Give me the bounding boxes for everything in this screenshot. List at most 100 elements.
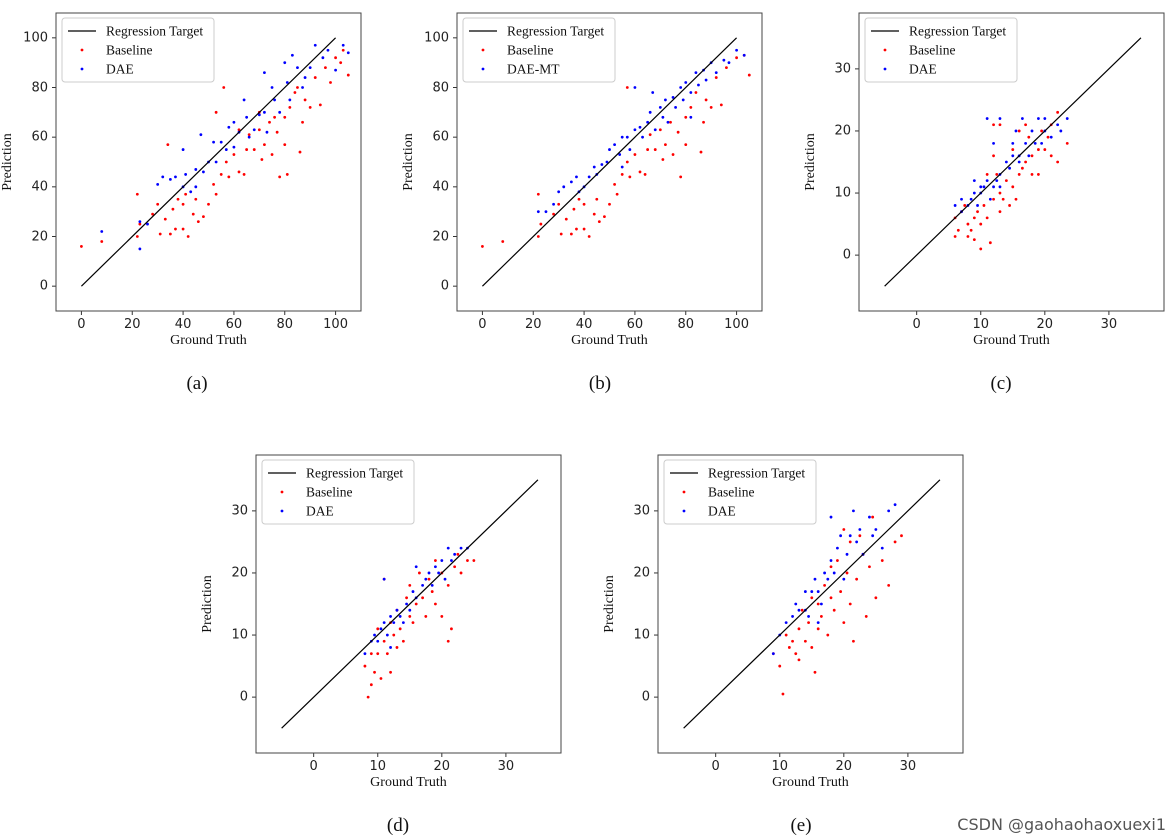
baseline-point: [842, 528, 846, 531]
baseline-point: [260, 158, 264, 161]
model-point: [321, 56, 325, 60]
regression-target-line: [80, 37, 337, 287]
model-point: [697, 83, 700, 87]
baseline-point: [953, 235, 957, 238]
model-point: [829, 515, 833, 519]
baseline-point: [747, 73, 751, 77]
model-point: [1008, 166, 1011, 170]
baseline-point: [689, 105, 693, 109]
model-point: [829, 559, 833, 562]
x-axis-label: Ground Truth: [772, 775, 849, 790]
baseline-point: [408, 615, 412, 618]
baseline-point: [184, 192, 188, 196]
model-point: [605, 160, 609, 164]
y-tick-label: 20: [31, 229, 48, 244]
x-tick-label: 20: [1036, 317, 1054, 332]
baseline-point: [778, 664, 782, 668]
model-point: [852, 509, 855, 513]
baseline-point: [582, 227, 586, 231]
baseline-point: [1017, 173, 1021, 176]
baseline-point: [781, 692, 785, 696]
baseline-point: [214, 192, 218, 196]
x-tick-label: 100: [724, 317, 749, 332]
y-tick-label: 20: [231, 565, 248, 581]
baseline-point: [966, 222, 970, 226]
baseline-point: [1011, 185, 1015, 189]
y-tick-label: 10: [633, 627, 650, 643]
baseline-point: [466, 559, 469, 562]
baseline-point: [1043, 148, 1047, 151]
model-point: [382, 621, 386, 625]
model-point: [401, 621, 405, 625]
baseline-point: [174, 227, 177, 231]
plot-frame: [255, 454, 562, 754]
baseline-point: [985, 173, 989, 176]
baseline-point: [575, 227, 578, 231]
model-point: [664, 98, 667, 102]
model-point: [138, 247, 142, 251]
model-point: [823, 571, 826, 575]
legend-dot-swatch: [481, 67, 485, 71]
baseline-point: [237, 128, 241, 132]
baseline-point: [852, 639, 855, 643]
model-point: [214, 160, 218, 164]
model-point: [771, 652, 775, 656]
baseline-point: [242, 173, 246, 176]
baseline-point: [998, 210, 1002, 214]
baseline-point: [135, 192, 139, 196]
baseline-point: [900, 534, 903, 538]
model-point: [427, 571, 431, 575]
model-point: [995, 179, 999, 183]
baseline-point: [597, 220, 601, 224]
baseline-point: [992, 197, 995, 201]
baseline-point: [207, 202, 210, 206]
model-point: [424, 577, 428, 581]
model-point: [666, 120, 670, 124]
model-point: [803, 590, 807, 593]
x-axis-label: Ground Truth: [370, 775, 447, 790]
baseline-point: [1001, 197, 1005, 201]
baseline-point: [603, 215, 606, 219]
model-point: [346, 51, 350, 55]
model-point: [842, 577, 846, 581]
baseline-point: [963, 204, 967, 207]
baseline-point: [813, 670, 817, 674]
model-point: [376, 639, 380, 643]
baseline-point: [168, 232, 172, 236]
baseline-point: [791, 639, 794, 643]
baseline-point: [874, 596, 878, 600]
legend-dot-swatch: [280, 490, 284, 494]
baseline-point: [880, 559, 884, 562]
model-point: [544, 210, 548, 214]
baseline-point: [166, 143, 170, 147]
model-point: [679, 86, 683, 89]
model-point: [704, 78, 708, 82]
model-point: [232, 120, 236, 124]
baseline-point: [80, 245, 83, 248]
model-point: [625, 135, 629, 139]
plot-frame: [858, 12, 1165, 312]
x-tick-label: 0: [309, 759, 318, 774]
legend-dot-swatch: [682, 509, 686, 513]
x-tick-label: 10: [771, 759, 789, 774]
model-point: [227, 125, 231, 129]
model-point: [1065, 117, 1069, 120]
y-tick-label: 100: [23, 30, 48, 46]
baseline-point: [341, 48, 345, 52]
model-point: [620, 165, 624, 169]
x-axis-label: Ground Truth: [170, 333, 247, 348]
baseline-point: [625, 160, 629, 164]
baseline-point: [1024, 123, 1027, 127]
baseline-point: [669, 120, 672, 124]
model-point: [184, 173, 188, 176]
baseline-point: [252, 148, 256, 151]
model-point: [1024, 141, 1027, 145]
baseline-point: [278, 175, 282, 179]
baseline-point: [151, 212, 154, 216]
x-tick-label: 80: [677, 317, 695, 332]
baseline-point: [797, 627, 801, 631]
model-point: [1017, 160, 1021, 164]
model-point: [836, 546, 839, 550]
model-point: [168, 177, 172, 181]
y-tick-label: 20: [834, 123, 851, 139]
